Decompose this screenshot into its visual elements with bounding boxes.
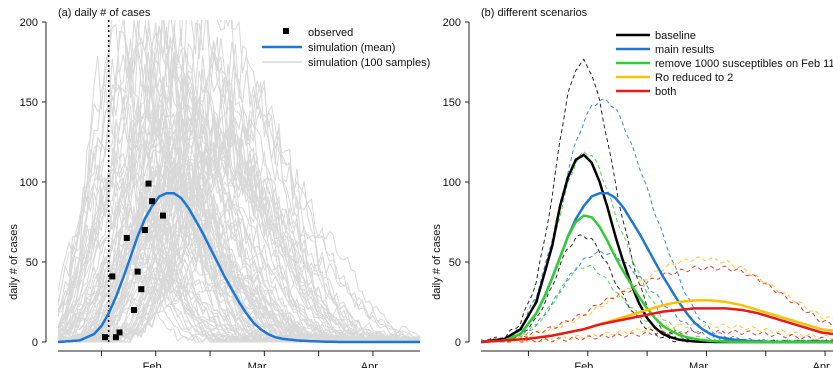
observed-point — [159, 212, 166, 219]
y-tick-label: 150 — [443, 97, 461, 109]
observed-point — [134, 268, 141, 275]
simulation-mean-group — [58, 191, 420, 344]
observed-point — [116, 329, 123, 336]
legend-remove-label: remove 1000 susceptibles on Feb 11 — [655, 58, 833, 70]
scenario-line — [481, 307, 833, 344]
legend-ro-label: Ro reduced to 2 — [655, 72, 733, 84]
x-tick-label: Mar — [248, 361, 267, 368]
y-tick-label: 200 — [20, 17, 38, 29]
panel-b-axes: 0 50 100 150 200 Feb Mar Apr — [443, 17, 833, 368]
y-tick-label: 0 — [455, 337, 461, 349]
simulation-mean-line — [58, 191, 420, 344]
panel-b-legend: baseline main results remove 1000 suscep… — [616, 30, 833, 98]
y-tick-label: 50 — [26, 257, 38, 269]
x-tick-label: Feb — [574, 361, 593, 368]
panel-b-title: (b) different scenarios — [481, 7, 588, 19]
observed-point — [131, 307, 138, 313]
panel-a-title: (a) daily # of cases — [58, 7, 151, 19]
observed-point — [102, 334, 109, 341]
simulation-sample-line — [58, 20, 420, 343]
simulation-sample-line — [58, 20, 420, 343]
legend-main-label: main results — [655, 44, 715, 56]
legend-observed-label: observed — [308, 27, 353, 39]
panel-b-ylabel: daily # of cases — [431, 224, 443, 300]
observed-point — [141, 227, 148, 233]
panel-a-ylabel: daily # of cases — [8, 224, 20, 300]
scenario-band-line — [481, 58, 833, 343]
legend-observed-marker — [283, 28, 289, 34]
panel-a-legend: observed simulation (mean) simulation (1… — [262, 27, 430, 69]
y-tick-label: 100 — [443, 177, 461, 189]
panel-b: 0 50 100 150 200 Feb Mar Apr (b) different scen… — [431, 7, 833, 368]
observed-point — [112, 334, 119, 341]
x-tick-label: Feb — [143, 361, 162, 368]
scenario-band-line — [481, 265, 833, 343]
observed-point — [109, 273, 116, 280]
x-tick-label: Apr — [813, 361, 830, 368]
y-tick-label: 100 — [20, 177, 38, 189]
panel-a-axes: 0 50 100 150 200 Feb Mar Apr — [20, 17, 420, 368]
y-tick-label: 200 — [443, 17, 461, 29]
y-tick-label: 150 — [20, 97, 38, 109]
scenario-band-line — [481, 250, 833, 343]
legend-mean-label: simulation (mean) — [308, 42, 395, 54]
legend-baseline-label: baseline — [655, 30, 696, 42]
scenario-band-line — [481, 329, 833, 343]
x-tick-label: Mar — [689, 361, 708, 368]
panel-a: 0 50 100 150 200 Feb Mar Apr (a) daily # of cas… — [8, 7, 430, 368]
observed-point — [149, 198, 156, 205]
scenario-band-line — [481, 234, 833, 343]
legend-samples-label: simulation (100 samples) — [308, 57, 430, 69]
observed-point — [145, 180, 152, 187]
observed-point — [138, 286, 145, 293]
observed-points-group — [102, 180, 166, 341]
y-tick-label: 0 — [32, 337, 38, 349]
y-tick-label: 50 — [449, 257, 461, 269]
scenario-line — [481, 214, 833, 344]
scenario-band-line — [481, 256, 833, 343]
simulation-sample-line — [58, 37, 420, 343]
legend-both-label: both — [655, 86, 676, 98]
observed-point — [123, 235, 130, 241]
x-tick-label: Apr — [361, 361, 378, 368]
scenario-series-group — [481, 58, 833, 344]
